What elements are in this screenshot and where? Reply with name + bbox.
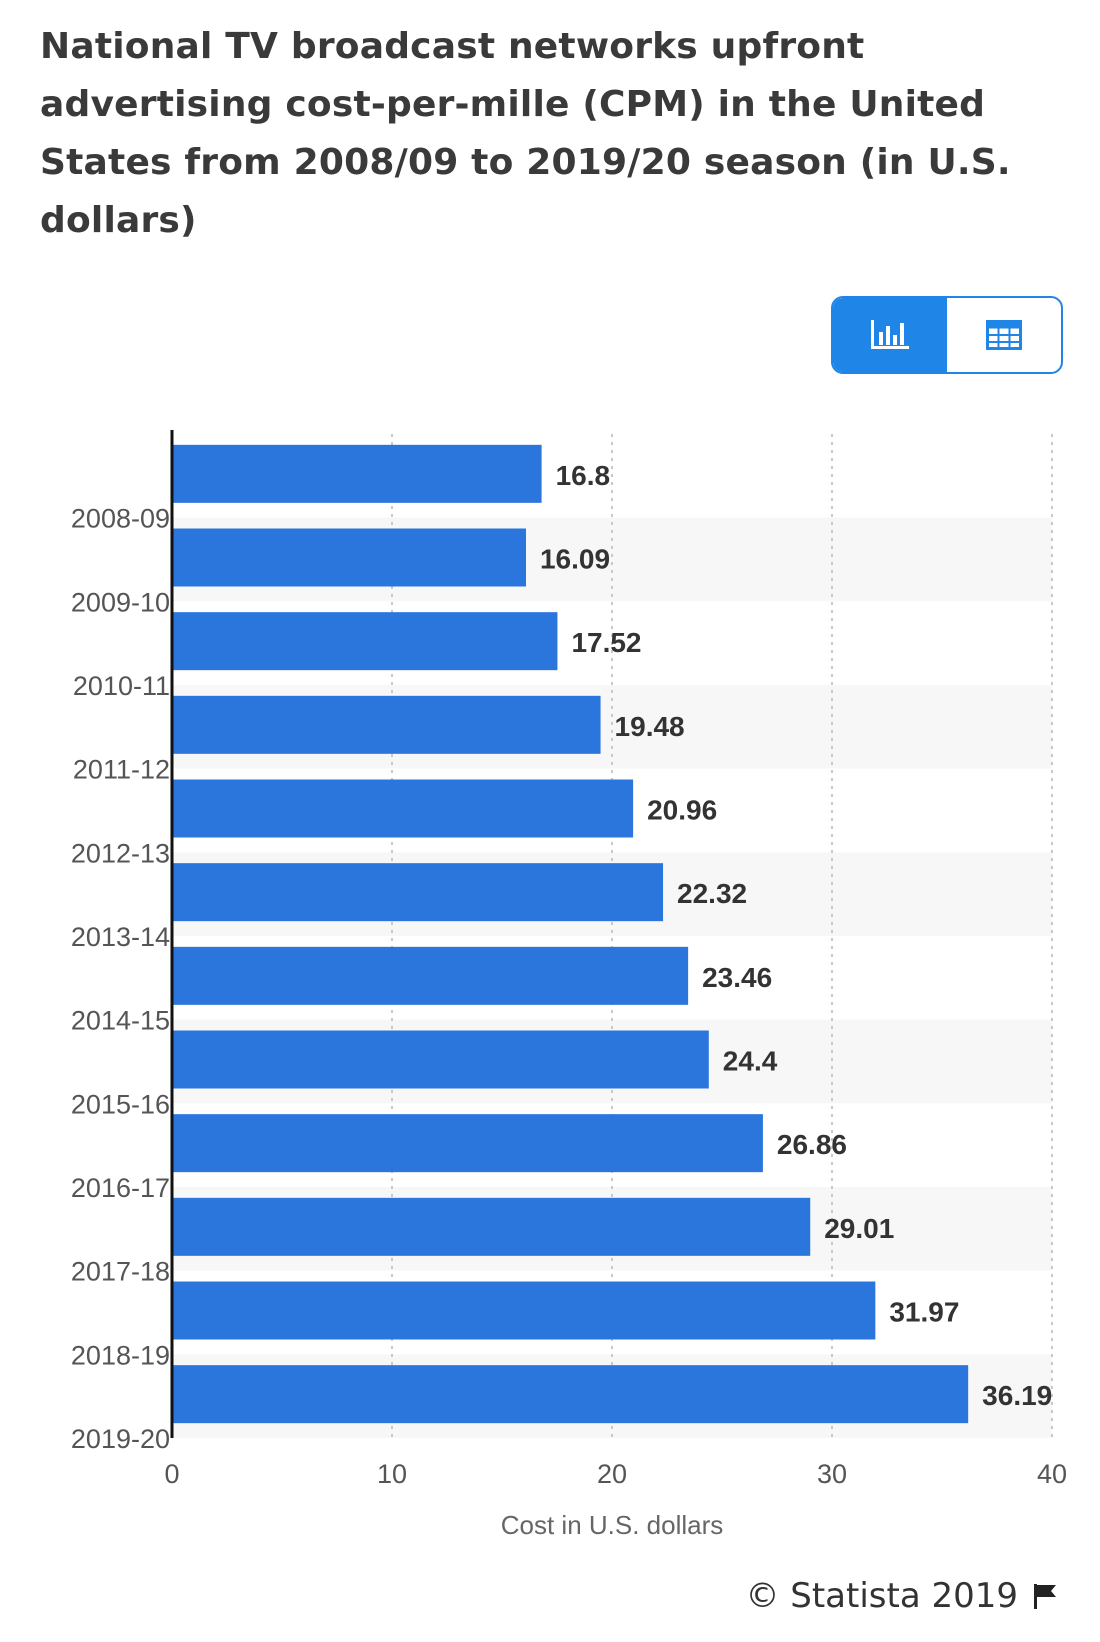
bar[interactable] (172, 444, 542, 503)
x-tick-label: 20 (597, 1459, 627, 1489)
category-tick-label: 2008-09 (71, 504, 170, 534)
category-tick-label: 2012-13 (71, 838, 170, 868)
bar[interactable] (172, 612, 558, 671)
bar[interactable] (172, 779, 634, 838)
category-tick-label: 2018-19 (71, 1340, 170, 1370)
chart-title: National TV broadcast networks upfront a… (40, 26, 1011, 241)
data-label: 17.52 (571, 627, 641, 658)
bar-chart: 16.8 16.09 17.52 19.48 20.96 22.32 23.46 24.4 26… (71, 430, 1067, 1540)
bar[interactable] (172, 528, 526, 587)
category-tick-label: 2019-20 (71, 1424, 170, 1454)
x-tick-label: 40 (1037, 1459, 1067, 1489)
x-tick-label: 10 (377, 1459, 407, 1489)
data-label: 19.48 (615, 711, 685, 742)
category-tick-label: 2014-15 (71, 1006, 170, 1036)
data-label: 36.19 (982, 1380, 1052, 1411)
data-label: 26.86 (777, 1129, 847, 1160)
copyright-text: © Statista 2019 (745, 1576, 1018, 1616)
data-label: 16.09 (540, 544, 610, 575)
category-tick-label: 2010-11 (73, 671, 170, 701)
bar[interactable] (172, 1030, 709, 1089)
bar[interactable] (172, 1365, 969, 1424)
data-label: 16.8 (556, 460, 611, 491)
bar[interactable] (172, 863, 664, 922)
data-label: 22.32 (677, 878, 747, 909)
data-label: 29.01 (824, 1213, 894, 1244)
bar-chart-icon (871, 320, 909, 349)
data-label: 20.96 (647, 795, 717, 826)
category-tick-label: 2009-10 (71, 587, 170, 617)
x-tick-label: 0 (164, 1459, 179, 1489)
table-icon (986, 320, 1022, 350)
bar[interactable] (172, 946, 689, 1005)
x-tick-label: 30 (817, 1459, 847, 1489)
category-tick-label: 2016-17 (71, 1173, 170, 1203)
view-toggle (831, 296, 1063, 374)
footer: © Statista 2019 (745, 1576, 1060, 1616)
category-tick-label: 2013-14 (71, 922, 170, 952)
flag-icon[interactable] (1032, 1581, 1060, 1611)
bar[interactable] (172, 1197, 811, 1256)
category-tick-label: 2015-16 (71, 1089, 170, 1119)
data-label: 24.4 (723, 1046, 778, 1077)
category-tick-label: 2017-18 (71, 1257, 170, 1287)
x-axis-title: Cost in U.S. dollars (501, 1510, 724, 1540)
bar[interactable] (172, 1114, 763, 1173)
chart-view-button[interactable] (833, 298, 947, 372)
data-label: 23.46 (702, 962, 772, 993)
table-view-button[interactable] (947, 298, 1061, 372)
bar[interactable] (172, 695, 601, 754)
category-tick-label: 2011-12 (73, 755, 170, 785)
bar[interactable] (172, 1281, 876, 1340)
data-label: 31.97 (889, 1297, 959, 1328)
